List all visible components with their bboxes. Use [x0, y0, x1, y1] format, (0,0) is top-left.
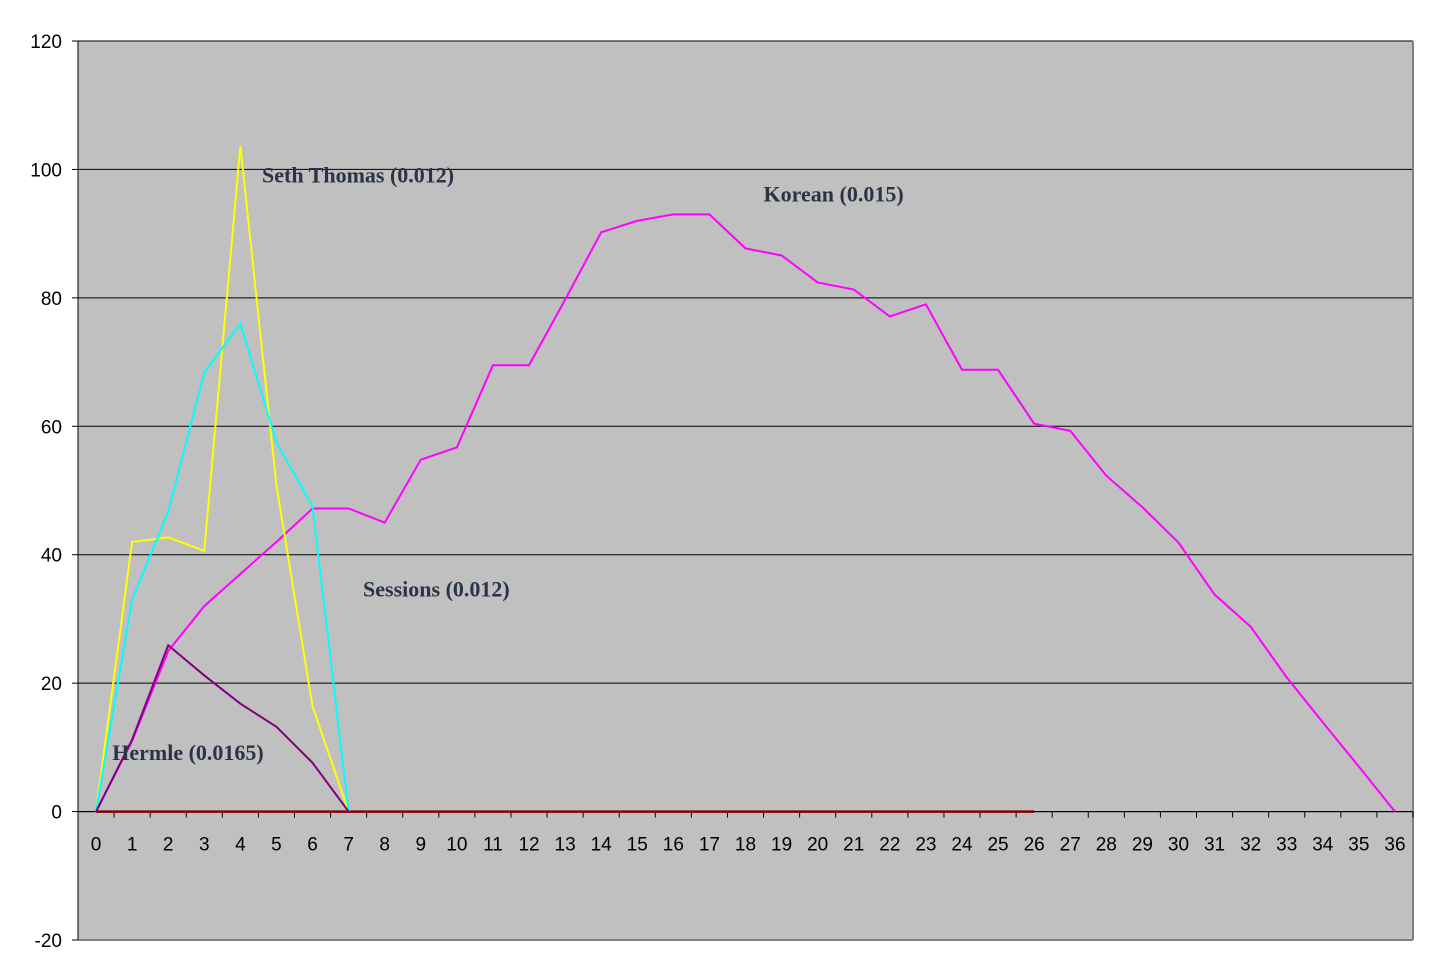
series-line-hermle: [95, 643, 350, 813]
x-tick-label: 33: [1276, 835, 1297, 856]
y-tick-label: 120: [30, 32, 62, 53]
x-tick-label: 0: [91, 835, 102, 856]
y-tick-label: 40: [41, 546, 62, 567]
annotation-label: Korean (0.015): [764, 182, 904, 207]
annotation-label: Seth Thomas (0.012): [262, 162, 454, 187]
y-tick-label: 100: [30, 160, 62, 181]
x-tick-label: 25: [987, 835, 1008, 856]
x-tick-label: 29: [1132, 835, 1153, 856]
gridlines: [78, 40, 1414, 941]
series-line-sessions: [95, 321, 350, 812]
x-tick-label: 21: [843, 835, 864, 856]
x-tick-label: 28: [1096, 835, 1117, 856]
x-tick-label: 18: [735, 835, 756, 856]
y-tick-label: -20: [35, 931, 62, 952]
y-tick-label: 20: [41, 674, 62, 695]
x-tick-label: 3: [199, 835, 210, 856]
x-tick-label: 23: [915, 835, 936, 856]
x-tick-label: 8: [379, 835, 390, 856]
y-axis: -20 0 20 40 60 80 100 120: [30, 32, 79, 952]
annotation-label: Sessions (0.012): [363, 576, 510, 601]
x-tick-label: 13: [555, 835, 576, 856]
series-lines: [95, 145, 1396, 813]
annotation-label: Hermle (0.0165): [112, 740, 264, 765]
x-tick-label: 5: [271, 835, 282, 856]
x-tick-label: 26: [1024, 835, 1045, 856]
x-tick-label: 10: [446, 835, 467, 856]
x-tick-label: 31: [1204, 835, 1225, 856]
x-tick-label: 15: [627, 835, 648, 856]
x-tick-label: 27: [1060, 835, 1081, 856]
x-tick-label: 34: [1312, 835, 1334, 856]
x-tick-label: 19: [771, 835, 792, 856]
x-tick-label: 11: [483, 835, 503, 856]
x-tick-label: 9: [415, 835, 426, 856]
x-tick-label: 7: [343, 835, 354, 856]
x-tick-label: 16: [663, 835, 684, 856]
annotations: Seth Thomas (0.012) Korean (0.015) Session…: [112, 162, 903, 765]
x-tick-label: 32: [1240, 835, 1261, 856]
x-tick-label: 12: [518, 835, 539, 856]
y-tick-label: 80: [41, 289, 62, 310]
x-tick-label: 35: [1348, 835, 1369, 856]
y-tick-label: 60: [41, 417, 62, 438]
plot-area: [78, 41, 1413, 940]
x-tick-label: 24: [951, 835, 973, 856]
x-tick-label: 20: [807, 835, 828, 856]
x-tick-label: 30: [1168, 835, 1189, 856]
x-tick-label: 4: [235, 835, 246, 856]
x-tick-label: 14: [591, 835, 613, 856]
x-tick-label: 17: [699, 835, 720, 856]
x-tick-label: 36: [1384, 835, 1405, 856]
x-tick-label: 22: [879, 835, 900, 856]
x-tick-label: 1: [127, 835, 138, 856]
x-tick-label: 6: [307, 835, 318, 856]
x-tick-label: 2: [163, 835, 174, 856]
y-tick-label: 0: [51, 803, 62, 824]
